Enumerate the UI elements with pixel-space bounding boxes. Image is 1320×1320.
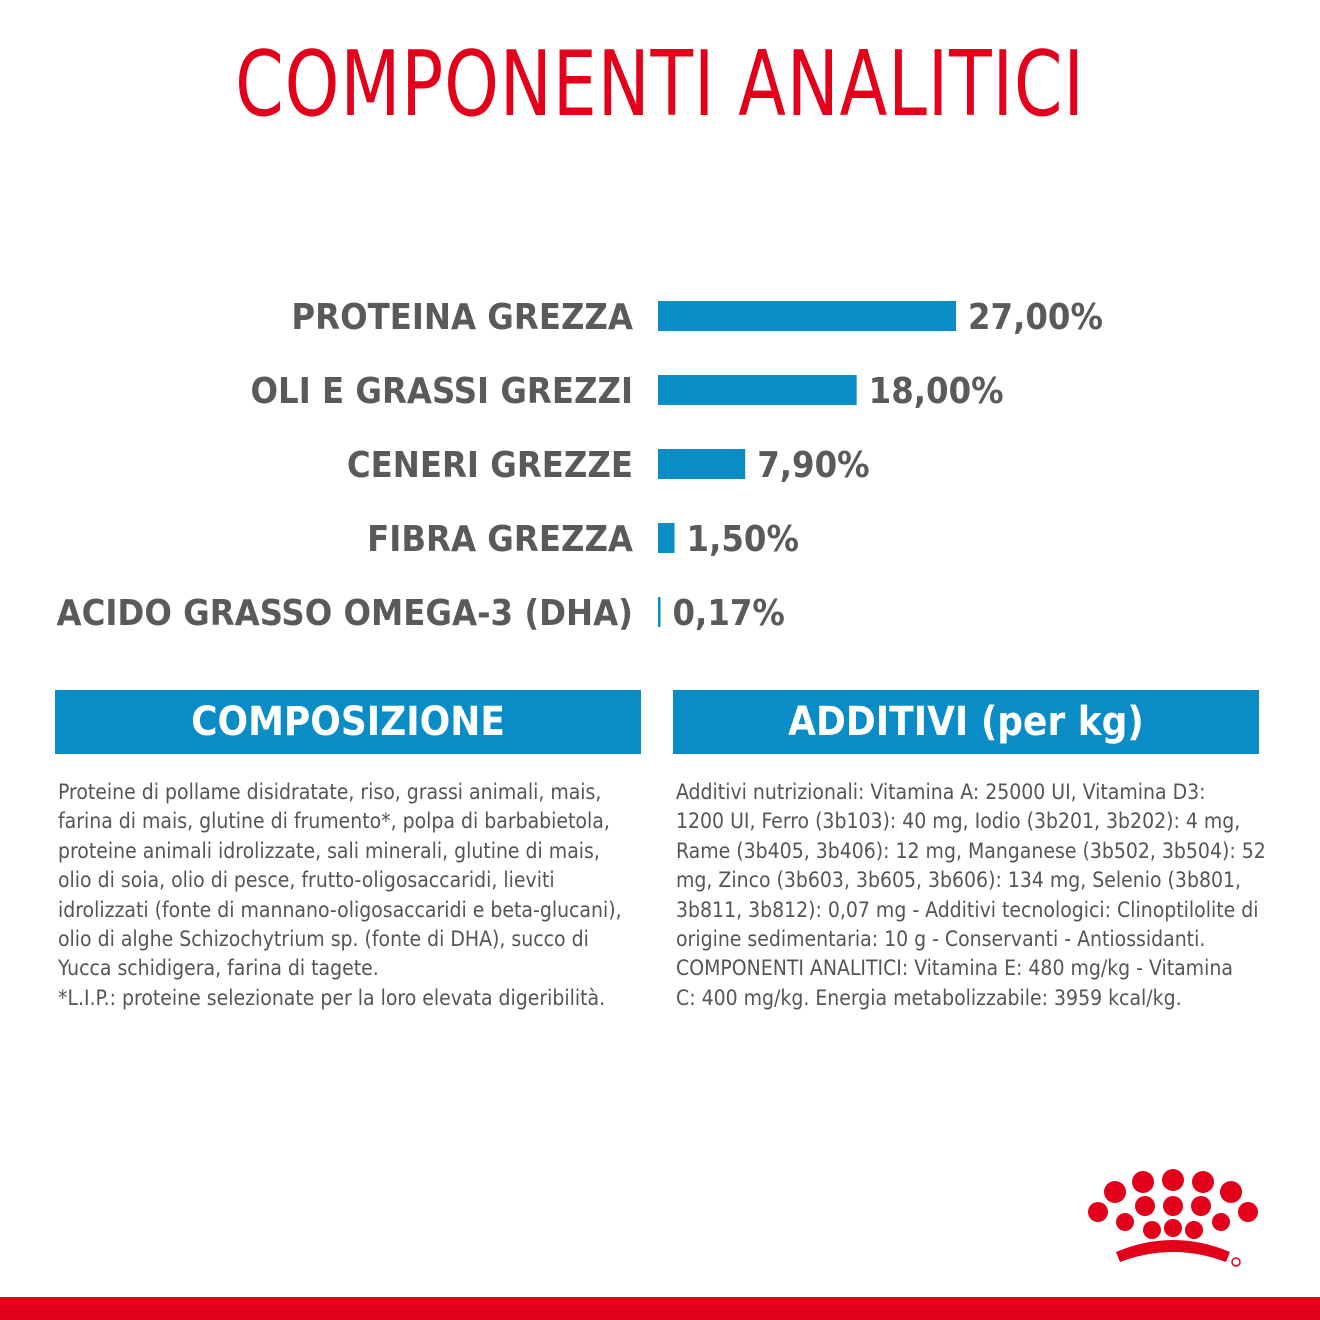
category-label: CENERI GREZZE xyxy=(347,445,633,486)
additivi-text: Additivi nutrizionali: Vitamina A: 25000… xyxy=(676,778,1266,1013)
logo-dot xyxy=(1116,1213,1134,1231)
text-line: 1200 UI, Ferro (3b103): 40 mg, Iodio (3b… xyxy=(676,809,1241,834)
logo-dot xyxy=(1162,1169,1184,1191)
text-line: Yucca schidigera, farina di tagete. xyxy=(58,956,379,981)
value-label: 27,00% xyxy=(968,297,1103,338)
text-line: *L.I.P.: proteine selezionate per la lor… xyxy=(58,985,606,1010)
analytical-components-chart: PROTEINA GREZZA 27,00% OLI E GRASSI GREZZI… xyxy=(57,297,1103,634)
value-label: 7,90% xyxy=(757,445,869,486)
bar xyxy=(658,375,857,405)
logo-dot xyxy=(1104,1181,1126,1203)
bar xyxy=(658,301,956,331)
bottom-accent-bar xyxy=(0,1297,1320,1320)
text-line: 3b811, 3b812): 0,07 mg - Additivi tecnol… xyxy=(676,897,1259,922)
text-line: idrolizzati (fonte di mannano-oligosacca… xyxy=(58,897,622,922)
logo-swoosh xyxy=(1116,1240,1230,1262)
bar xyxy=(658,523,675,553)
logo-dot xyxy=(1143,1221,1161,1239)
category-label: OLI E GRASSI GREZZI xyxy=(251,371,633,412)
logo-dot xyxy=(1132,1171,1154,1193)
text-line: proteine animali idrolizzate, sali miner… xyxy=(58,838,600,863)
registered-mark-icon xyxy=(1231,1257,1241,1267)
category-label: ACIDO GRASSO OMEGA-3 (DHA) xyxy=(57,593,633,634)
text-line: Additivi nutrizionali: Vitamina A: 25000… xyxy=(676,780,1206,804)
logo-dot xyxy=(1135,1196,1155,1216)
text-line: COMPONENTI ANALITICI: Vitamina E: 480 mg… xyxy=(676,956,1233,981)
text-line: origine sedimentaria: 10 g - Conservanti… xyxy=(676,927,1206,952)
category-label: FIBRA GREZZA xyxy=(367,519,633,560)
value-label: 0,17% xyxy=(673,593,785,634)
logo-dot xyxy=(1185,1221,1203,1239)
logo-dot xyxy=(1192,1171,1214,1193)
bar xyxy=(658,449,746,479)
logo-dot xyxy=(1163,1196,1183,1216)
logo-dot xyxy=(1212,1213,1230,1231)
logo-dot xyxy=(1238,1202,1258,1222)
text-line: farina di mais, glutine di frumento*, po… xyxy=(58,809,610,834)
bar xyxy=(658,597,661,627)
text-line: C: 400 mg/kg. Energia metabolizzabile: 3… xyxy=(676,985,1182,1010)
logo-dot xyxy=(1191,1196,1211,1216)
logo-dot xyxy=(1220,1181,1242,1203)
value-label: 1,50% xyxy=(687,519,799,560)
composizione-header: COMPOSIZIONE xyxy=(55,690,641,754)
category-label: PROTEINA GREZZA xyxy=(291,297,633,338)
logo-dot xyxy=(1164,1219,1182,1237)
text-line: Rame (3b405, 3b406): 12 mg, Manganese (3… xyxy=(676,838,1266,863)
logo-dot xyxy=(1088,1202,1108,1222)
text-line: Proteine di pollame disidratate, riso, g… xyxy=(58,780,602,804)
royal-canin-crown-logo-icon xyxy=(1088,1169,1258,1267)
text-line: olio di soia, olio di pesce, frutto-olig… xyxy=(58,868,555,893)
page-title: COMPONENTI ANALITICI xyxy=(235,32,1085,137)
value-label: 18,00% xyxy=(869,371,1004,412)
composizione-text: Proteine di pollame disidratate, riso, g… xyxy=(58,778,644,1013)
additivi-header: ADDITIVI (per kg) xyxy=(673,690,1259,754)
text-line: mg, Zinco (3b603, 3b605, 3b606): 134 mg,… xyxy=(676,868,1241,893)
text-line: olio di alghe Schizochytrium sp. (fonte … xyxy=(58,927,589,952)
